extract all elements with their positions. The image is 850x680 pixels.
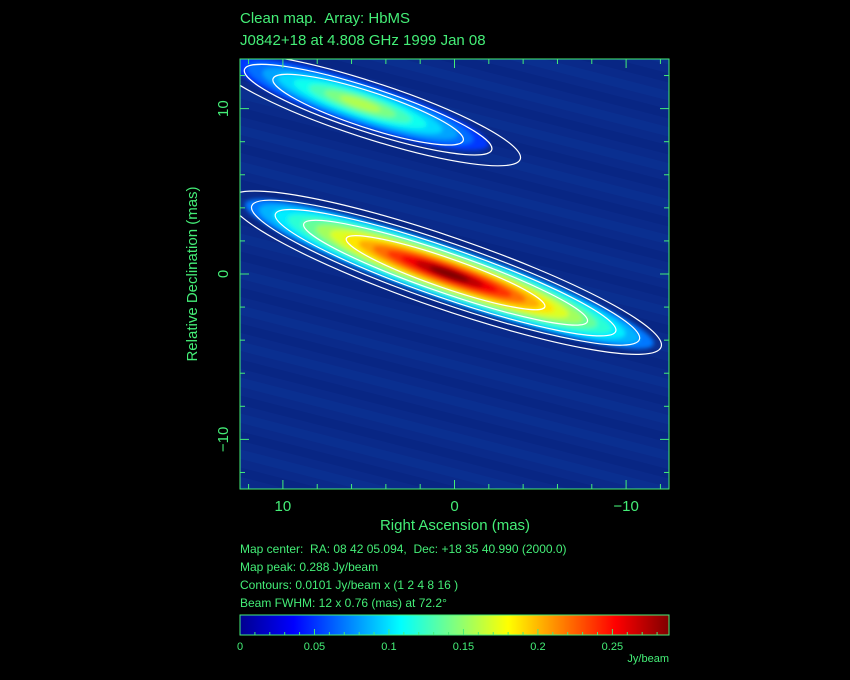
sidelobe-stripe xyxy=(647,59,669,65)
sidelobe-stripe xyxy=(220,0,689,29)
contour-secondary xyxy=(240,59,522,167)
sidelobe-stripe xyxy=(240,449,395,489)
sidelobe-stripe xyxy=(240,377,669,489)
y-axis-label: Relative Declination (mas) xyxy=(184,186,201,361)
beam-text: Beam FWHM: 12 x 0.76 (mas) at 72.2° xyxy=(240,596,447,610)
sidelobe-stripe xyxy=(240,143,669,263)
colorbar-tick-label: 0.15 xyxy=(453,641,474,653)
y-tick-label: −10 xyxy=(215,427,232,452)
sidelobe-stripe xyxy=(295,59,669,155)
colorbar-tick-label: 0.1 xyxy=(381,641,396,653)
main-component-intensity xyxy=(429,266,470,282)
x-tick-label: 10 xyxy=(275,498,292,515)
contour-main xyxy=(274,208,617,337)
sidelobe-stripe xyxy=(240,395,606,489)
sidelobe-stripe xyxy=(240,341,669,461)
sidelobe-stripe xyxy=(240,179,669,299)
sidelobe-stripe xyxy=(240,251,669,371)
map-peak-text: Map peak: 0.288 Jy/beam xyxy=(240,560,379,574)
sidelobe-stripe xyxy=(506,59,669,101)
colorbar-frame xyxy=(239,614,670,636)
map-image xyxy=(220,0,689,489)
contour-main xyxy=(250,199,641,346)
sidelobe-stripes xyxy=(220,0,689,489)
secondary-component-intensity xyxy=(339,95,381,112)
contour-main xyxy=(302,219,589,326)
y-tick-label: 0 xyxy=(215,270,232,278)
sidelobe-stripe xyxy=(436,59,669,119)
sidelobe-stripe xyxy=(240,467,325,489)
map-center-text: Map center: RA: 08 42 05.094, Dec: +18 3… xyxy=(240,542,567,556)
sidelobe-stripe xyxy=(577,59,669,83)
y-tick-label: 10 xyxy=(215,100,232,117)
sidelobe-stripe xyxy=(240,431,465,489)
colorbar-tick-label: 0.25 xyxy=(602,641,623,653)
contour-secondary xyxy=(243,63,493,156)
sidelobe-stripe xyxy=(240,413,536,489)
axis-ticks: 10 0 −10 10 0 −10 xyxy=(215,59,669,515)
intensity-layer xyxy=(240,59,654,349)
sidelobe-stripe xyxy=(365,59,669,137)
colorbar xyxy=(240,615,669,635)
contour-secondary xyxy=(272,73,464,146)
sidelobe-stripe xyxy=(240,269,669,389)
map-title: Clean map. Array: HbMS xyxy=(240,10,411,27)
x-tick-label: 0 xyxy=(450,498,458,515)
contour-main xyxy=(240,190,663,355)
colorbar-tick-label: 0.05 xyxy=(304,641,325,653)
colorbar-unit: Jy/beam xyxy=(627,653,669,665)
colorbar-ticks: 0 0.05 0.1 0.15 0.2 0.25 xyxy=(237,629,658,653)
sidelobe-stripe xyxy=(220,0,689,47)
sidelobe-stripe xyxy=(240,305,669,425)
map-subtitle: J0842+18 at 4.808 GHz 1999 Jan 08 xyxy=(240,32,486,49)
sidelobe-stripe xyxy=(240,359,669,479)
contour-main xyxy=(345,235,546,311)
sidelobe-stripe xyxy=(240,161,669,281)
sidelobe-stripe xyxy=(240,323,669,443)
x-tick-label: −10 xyxy=(613,498,638,515)
sidelobe-stripe xyxy=(240,107,669,227)
sidelobe-stripe xyxy=(240,125,669,245)
colorbar-tick-label: 0.2 xyxy=(530,641,545,653)
sidelobe-stripe xyxy=(240,287,669,407)
contour-lines xyxy=(240,59,663,355)
x-axis-label: Right Ascension (mas) xyxy=(380,517,530,534)
colorbar-tick-label: 0 xyxy=(237,641,243,653)
contours-text: Contours: 0.0101 Jy/beam x (1 2 4 8 16 ) xyxy=(240,578,459,592)
sidelobe-stripe xyxy=(220,0,689,11)
